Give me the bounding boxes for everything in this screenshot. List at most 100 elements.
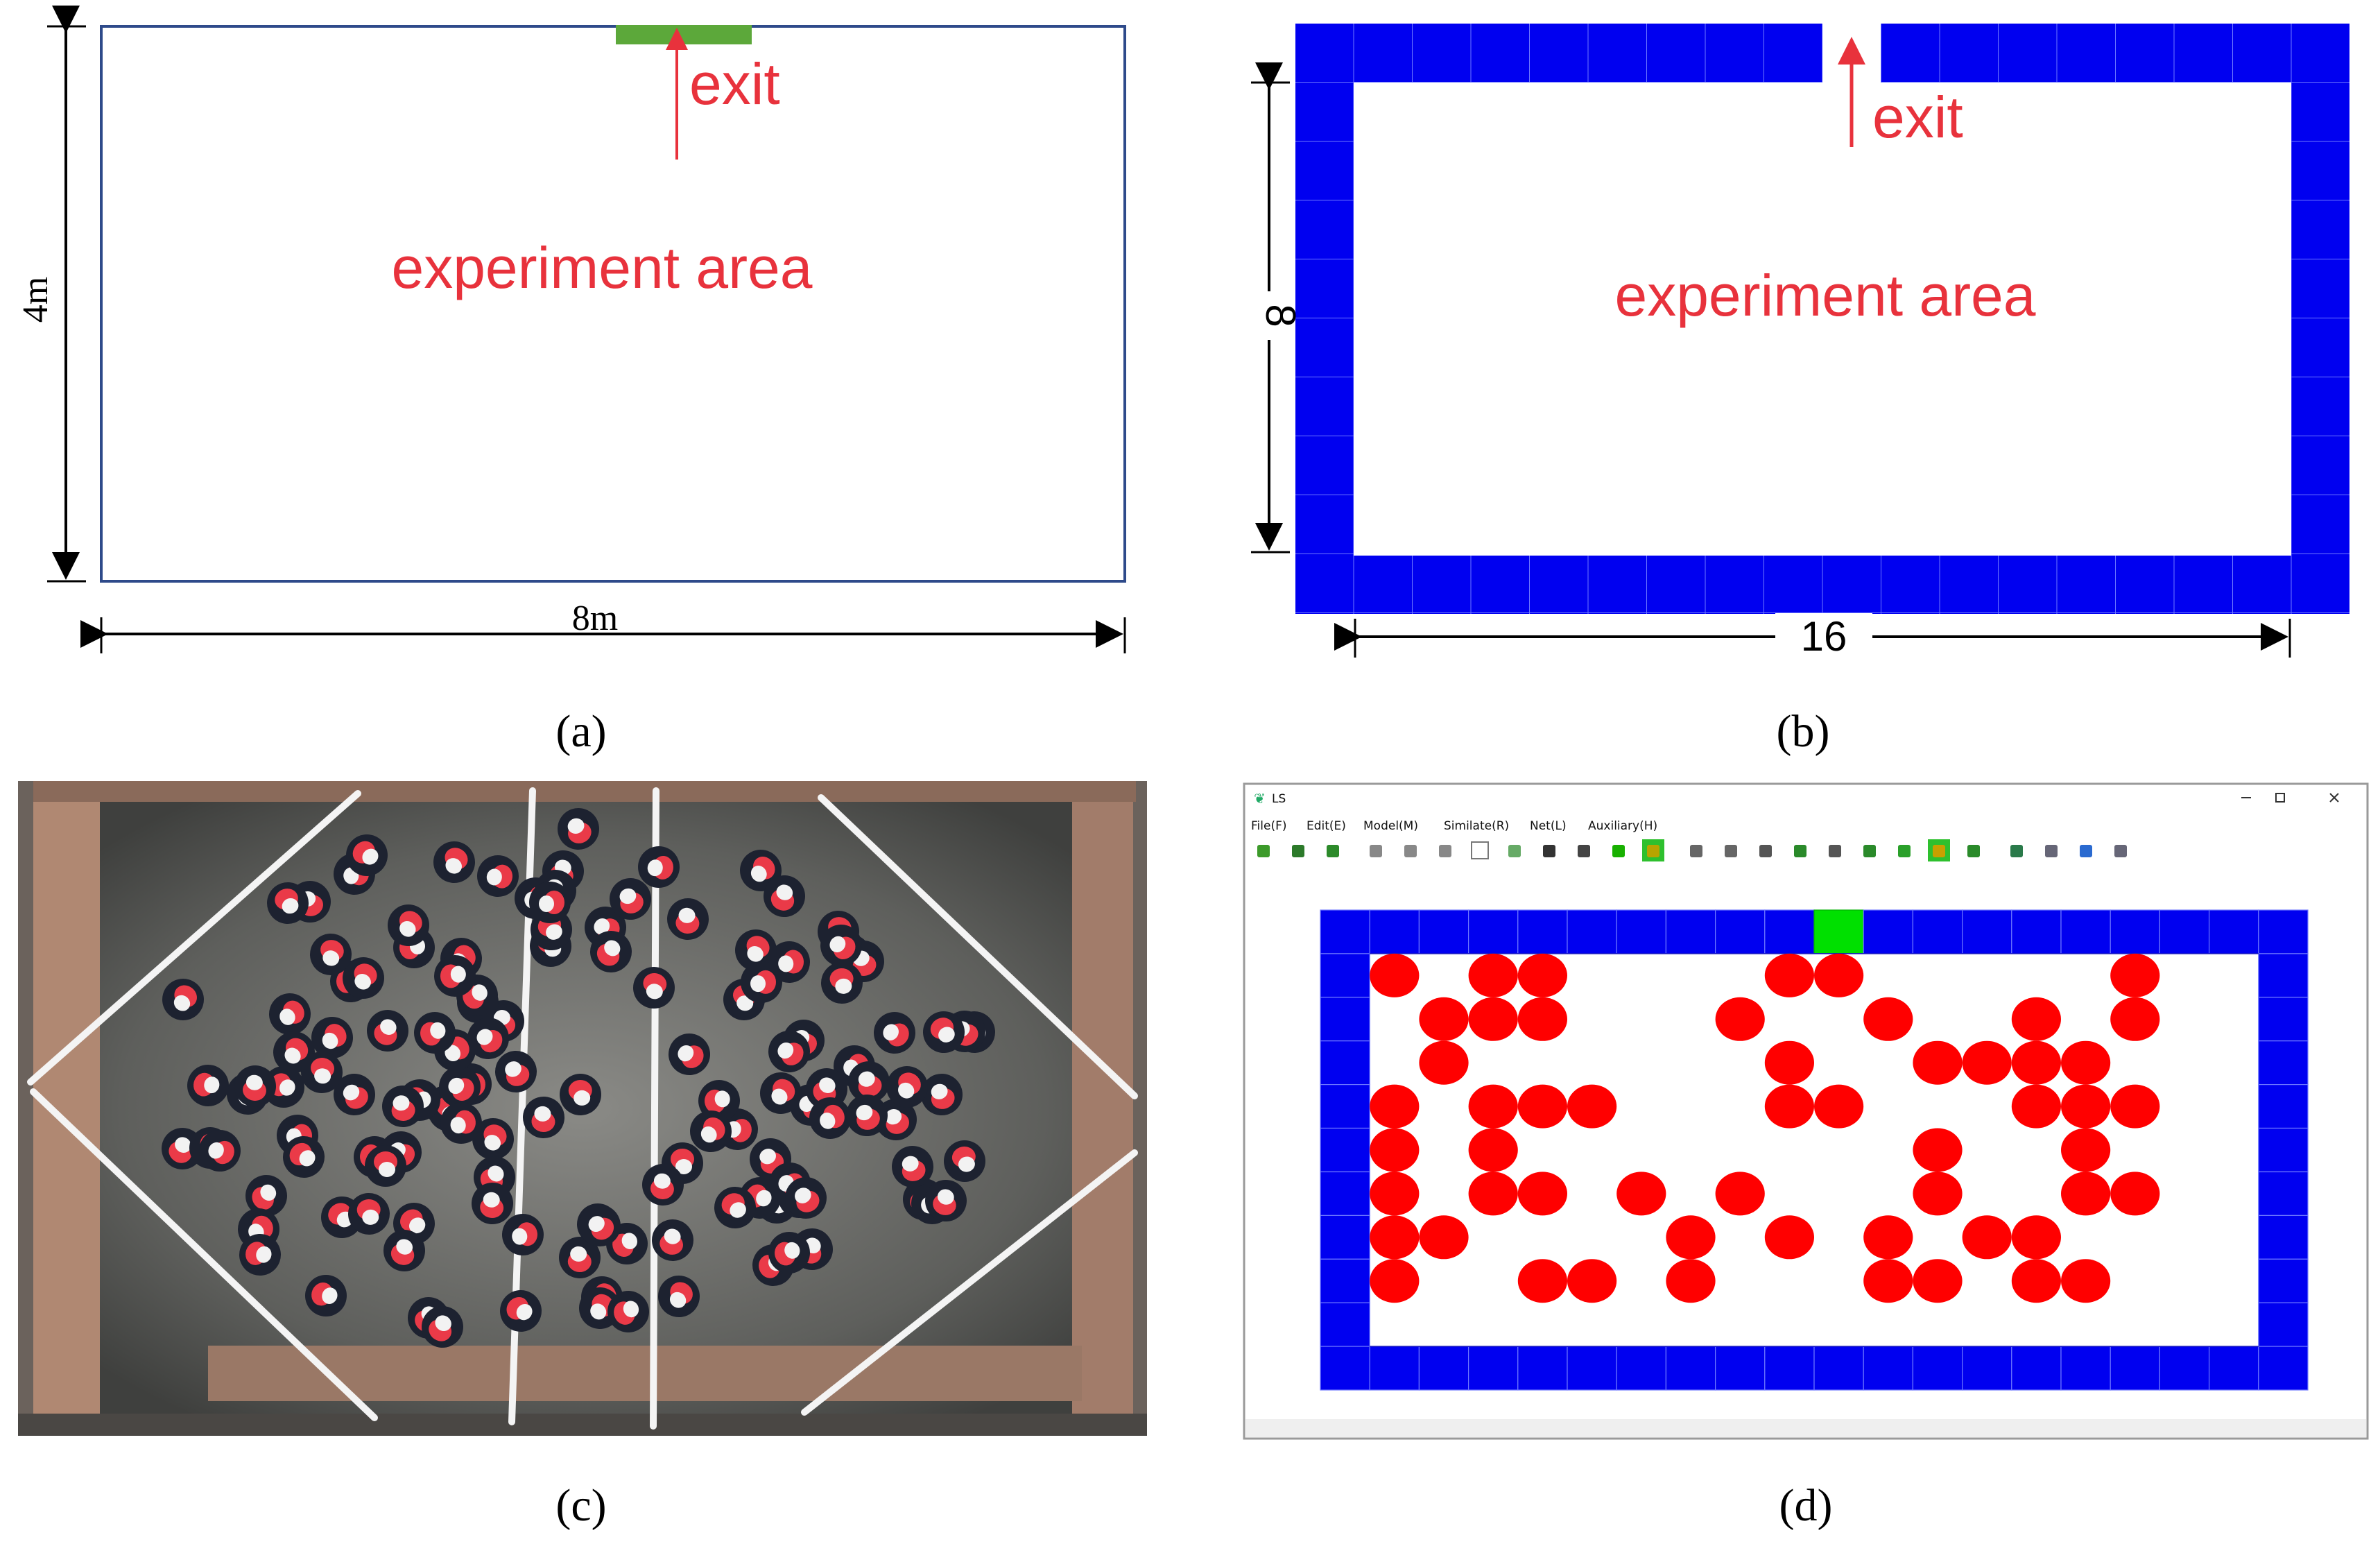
wall-cell bbox=[1320, 1040, 1370, 1086]
wall-cell bbox=[1616, 1346, 1666, 1391]
wall-cell bbox=[2258, 953, 2309, 998]
wall-cell bbox=[2258, 1215, 2309, 1260]
menu-bar: File(F) Edit(E) Model(M) Similate(R) Net(L) A… bbox=[1251, 819, 1657, 833]
crop-icon[interactable] bbox=[1725, 845, 1737, 857]
wall-cell bbox=[1715, 1346, 1766, 1391]
wall-cell bbox=[1468, 909, 1519, 954]
link-icon[interactable] bbox=[1863, 845, 1876, 857]
top-wall-right bbox=[1881, 24, 2349, 83]
text-a-icon[interactable] bbox=[1508, 845, 1521, 857]
wall-cell bbox=[1517, 909, 1568, 954]
pedestrian bbox=[1764, 1084, 1814, 1129]
width-label: 16 bbox=[1801, 613, 1847, 660]
pedestrian bbox=[1419, 1040, 1469, 1085]
run-icon[interactable] bbox=[1612, 845, 1625, 857]
close-button[interactable] bbox=[2329, 793, 2339, 803]
node-icon[interactable] bbox=[1829, 845, 1841, 857]
aerial-photo bbox=[18, 781, 1147, 1436]
pedestrian bbox=[1517, 997, 1567, 1041]
maximize-button[interactable] bbox=[2275, 793, 2285, 803]
pedestrian bbox=[2011, 1215, 2061, 1260]
shape-icon[interactable] bbox=[1439, 845, 1451, 857]
cross-icon[interactable] bbox=[1794, 845, 1806, 857]
area-label: experiment area bbox=[392, 235, 813, 300]
menu-item[interactable]: Net(L) bbox=[1530, 819, 1567, 833]
pedestrian bbox=[1814, 953, 1864, 997]
pedestrian bbox=[1567, 1084, 1617, 1129]
caption-b: (b) bbox=[1777, 706, 1830, 757]
pedestrian bbox=[1616, 1172, 1666, 1216]
scissors-icon[interactable] bbox=[1690, 845, 1702, 857]
pedestrian bbox=[1715, 997, 1765, 1041]
pedestrian bbox=[1962, 1040, 2012, 1085]
pedestrian bbox=[1715, 1172, 1765, 1216]
menu-item[interactable]: Edit(E) bbox=[1307, 819, 1346, 833]
wall-icon[interactable] bbox=[1370, 845, 1382, 857]
pedestrian bbox=[1814, 1084, 1864, 1129]
app-icon: ❦ bbox=[1254, 791, 1266, 807]
grid-icon[interactable] bbox=[1292, 845, 1304, 857]
wall-cell bbox=[1517, 1346, 1568, 1391]
pedestrian bbox=[1517, 1084, 1567, 1129]
wall-cell bbox=[2060, 909, 2111, 954]
menu-item[interactable]: Auxiliary(H) bbox=[1588, 819, 1657, 833]
menu-item[interactable]: Model(M) bbox=[1363, 819, 1418, 833]
chart-icon[interactable] bbox=[1967, 845, 1980, 857]
horizontal-scrollbar[interactable] bbox=[1245, 1419, 2366, 1437]
pause-icon[interactable] bbox=[1642, 839, 1664, 861]
width-label: 8m bbox=[572, 599, 618, 638]
area-label: experiment area bbox=[1615, 263, 2036, 328]
pedestrian bbox=[1913, 1040, 1963, 1085]
open-icon[interactable] bbox=[1257, 845, 1270, 857]
pedestrian bbox=[1468, 1128, 1518, 1172]
copy-icon[interactable] bbox=[1898, 845, 1911, 857]
wall-cell bbox=[2011, 1346, 2062, 1391]
wall-cell bbox=[1567, 909, 1617, 954]
wall-cell bbox=[1813, 1346, 1864, 1391]
redo-icon[interactable] bbox=[2080, 845, 2092, 857]
wall-cell bbox=[1320, 1127, 1370, 1173]
hand-icon[interactable] bbox=[1327, 845, 1339, 857]
panel-a: exit experiment area 4m 8m (a) bbox=[16, 6, 1126, 757]
doc-icon[interactable] bbox=[1759, 845, 1772, 857]
exit-label: exit bbox=[689, 51, 780, 117]
wall-cell bbox=[2258, 909, 2309, 954]
left-wall bbox=[1295, 83, 1354, 556]
pedestrian bbox=[1468, 997, 1518, 1041]
toolbar bbox=[1257, 839, 2127, 861]
forward-icon[interactable] bbox=[2114, 845, 2127, 857]
wall-cell bbox=[1320, 1346, 1370, 1391]
wall-cell bbox=[1320, 1083, 1370, 1129]
wall-cell bbox=[1418, 909, 1469, 954]
settings-icon[interactable] bbox=[1578, 845, 1590, 857]
pedestrian bbox=[1370, 1084, 1420, 1129]
person-icon[interactable] bbox=[1404, 845, 1417, 857]
simulation-grid bbox=[1320, 909, 2309, 1391]
pedestrian bbox=[2011, 1259, 2061, 1303]
pedestrian bbox=[2110, 953, 2160, 997]
pedestrian bbox=[1913, 1172, 1963, 1216]
wall-cell bbox=[2258, 1258, 2309, 1303]
target-icon[interactable] bbox=[1928, 839, 1950, 861]
pedestrian bbox=[2061, 1084, 2111, 1129]
pedestrian bbox=[2061, 1040, 2111, 1085]
exit-icon[interactable] bbox=[1543, 845, 1555, 857]
text-icon[interactable] bbox=[1471, 841, 1489, 859]
pedestrian bbox=[1863, 997, 1913, 1041]
wall-cell bbox=[1616, 909, 1666, 954]
pedestrian bbox=[1517, 1172, 1567, 1216]
menu-item[interactable]: File(F) bbox=[1251, 819, 1287, 833]
wall-cell bbox=[1764, 1346, 1815, 1391]
pedestrian bbox=[1370, 953, 1420, 997]
wall-cell bbox=[1567, 1346, 1617, 1391]
pedestrian bbox=[1370, 1172, 1420, 1216]
undo-icon[interactable] bbox=[2045, 845, 2058, 857]
save-icon[interactable] bbox=[2010, 845, 2023, 857]
menu-item[interactable]: Similate(R) bbox=[1444, 819, 1509, 833]
wall-cell bbox=[2011, 909, 2062, 954]
wall-cell bbox=[1764, 909, 1815, 954]
pedestrian bbox=[1517, 953, 1567, 997]
wall-cell bbox=[2258, 1302, 2309, 1347]
wall-cell bbox=[1665, 1346, 1716, 1391]
